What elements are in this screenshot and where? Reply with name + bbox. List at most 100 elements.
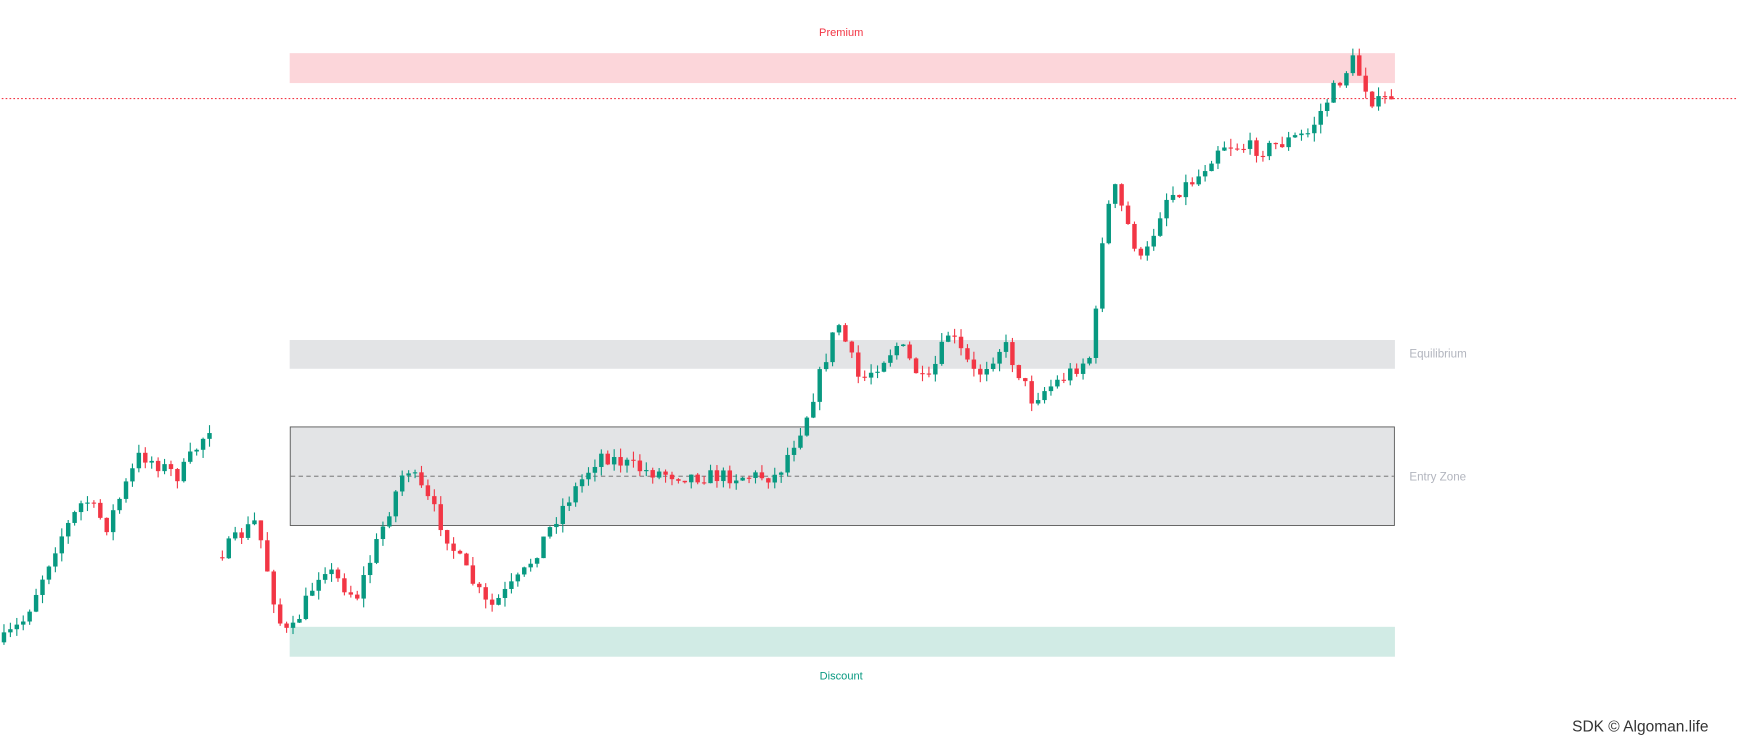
candle-body (1138, 248, 1144, 256)
candle-body (194, 449, 199, 452)
candle-body (1260, 155, 1266, 158)
candle-body (746, 477, 752, 479)
watermark: SDK © Algoman.life (1572, 719, 1708, 736)
candle-body (663, 471, 668, 475)
candle-body (329, 569, 334, 575)
candle-body (913, 358, 919, 374)
candle-body (136, 452, 142, 469)
candle-body (470, 565, 476, 584)
entry-label: Entry Zone (1409, 470, 1466, 483)
discount-label: Discount (820, 671, 863, 683)
candle-body (1010, 342, 1015, 366)
candle-body (971, 359, 977, 369)
candle-body (14, 624, 20, 630)
candle-body (515, 574, 521, 582)
candle-body (1363, 75, 1368, 92)
candle-body (1016, 365, 1022, 379)
candle-body (33, 594, 39, 612)
candle-body (772, 474, 777, 483)
candle-body (1369, 91, 1375, 107)
candle-body (419, 472, 424, 486)
candle-body (1382, 96, 1388, 98)
candle-body (464, 553, 469, 566)
candle-body (451, 543, 456, 551)
candle-body (1157, 218, 1163, 236)
candle-body (785, 454, 790, 473)
candle-body (239, 532, 244, 538)
candle-body (759, 472, 765, 479)
candle-body (689, 474, 694, 483)
candle-body (1106, 203, 1111, 244)
candle-body (348, 592, 354, 595)
candle-body (303, 595, 309, 619)
candle-body (811, 401, 816, 418)
candle-body (978, 368, 983, 375)
candle-body (1035, 400, 1041, 404)
candle-body (432, 496, 437, 505)
candle-body (258, 520, 264, 541)
candle-body (534, 558, 540, 564)
candle-body (1279, 144, 1285, 148)
candle-body (110, 510, 116, 533)
candle-body (181, 461, 187, 482)
candle-body (714, 470, 720, 482)
candle-body (637, 460, 643, 472)
candle-body (586, 472, 591, 480)
candle-body (804, 417, 810, 436)
candle-body (1350, 55, 1356, 74)
candle-body (310, 590, 315, 596)
candle-body (387, 516, 392, 527)
candle-body (265, 540, 270, 572)
candle-body (143, 452, 148, 463)
premium-zone (289, 53, 1395, 84)
candle-body (862, 376, 867, 378)
candle-body (566, 502, 572, 506)
candle-body (1376, 96, 1381, 107)
candle-body (1087, 357, 1092, 364)
candle-body (1023, 378, 1028, 382)
candle-body (130, 468, 135, 482)
candle-body (361, 575, 366, 599)
candle-body (1145, 246, 1150, 256)
candle-body (72, 512, 77, 523)
candle-body (599, 453, 604, 467)
candle-body (284, 623, 289, 628)
candle-body (830, 332, 835, 363)
candle-body (522, 567, 527, 575)
candle-body (579, 479, 585, 487)
candle-body (1080, 363, 1086, 374)
candle-body (40, 579, 45, 595)
candle-body (1061, 379, 1067, 381)
candle-body (496, 597, 501, 605)
candle-body (1074, 368, 1079, 374)
candle-body (1029, 381, 1034, 404)
candle-body (1267, 142, 1272, 157)
candle-body (290, 622, 296, 628)
candle-body (322, 574, 328, 580)
candle-body (901, 344, 906, 347)
candle-body (200, 438, 206, 450)
candle-body (226, 538, 231, 559)
candle-body (1324, 102, 1330, 111)
candle-body (149, 460, 154, 463)
candle-body (489, 599, 495, 605)
candle-body (611, 457, 617, 465)
candle-body (1151, 235, 1156, 247)
candle-body (1170, 194, 1176, 200)
equilibrium-zone (289, 339, 1395, 369)
candle-body (27, 611, 32, 622)
candle-body (21, 621, 26, 625)
candle-body (984, 369, 989, 375)
candle-body (528, 563, 533, 568)
candle-body (881, 362, 887, 372)
candle-body (875, 371, 880, 373)
candle-body (444, 530, 450, 544)
candle-body (734, 480, 739, 484)
candle-body (907, 344, 912, 359)
candle-body (355, 594, 360, 599)
candle-body (695, 474, 700, 483)
candle-body (817, 369, 822, 402)
candle-body (188, 451, 193, 462)
